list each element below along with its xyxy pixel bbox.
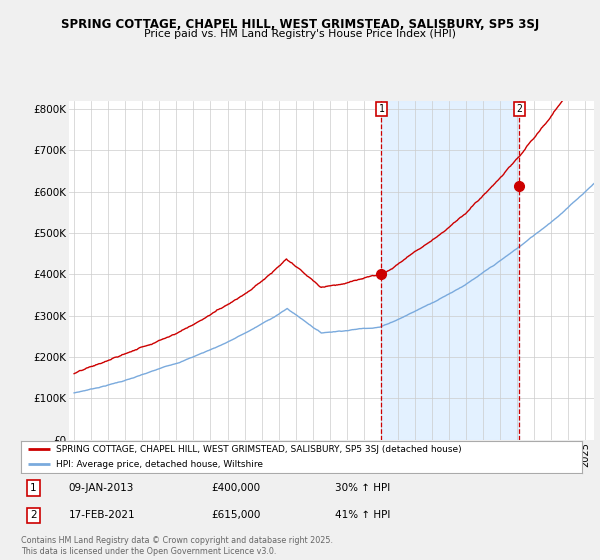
Text: 1: 1: [379, 104, 385, 114]
Text: 2: 2: [30, 511, 37, 520]
Text: 30% ↑ HPI: 30% ↑ HPI: [335, 483, 391, 493]
Bar: [382, 101, 520, 440]
Text: SPRING COTTAGE, CHAPEL HILL, WEST GRIMSTEAD, SALISBURY, SP5 3SJ (detached house): SPRING COTTAGE, CHAPEL HILL, WEST GRIMST…: [56, 445, 461, 454]
Text: 09-JAN-2013: 09-JAN-2013: [68, 483, 134, 493]
Text: 2: 2: [517, 104, 522, 114]
Text: 17-FEB-2021: 17-FEB-2021: [68, 511, 136, 520]
Text: Price paid vs. HM Land Registry's House Price Index (HPI): Price paid vs. HM Land Registry's House …: [144, 29, 456, 39]
Text: SPRING COTTAGE, CHAPEL HILL, WEST GRIMSTEAD, SALISBURY, SP5 3SJ: SPRING COTTAGE, CHAPEL HILL, WEST GRIMST…: [61, 18, 539, 31]
Text: Contains HM Land Registry data © Crown copyright and database right 2025.
This d: Contains HM Land Registry data © Crown c…: [21, 536, 333, 556]
Text: £400,000: £400,000: [212, 483, 261, 493]
Text: 1: 1: [30, 483, 37, 493]
Text: £615,000: £615,000: [212, 511, 261, 520]
Text: HPI: Average price, detached house, Wiltshire: HPI: Average price, detached house, Wilt…: [56, 460, 263, 469]
Text: 41% ↑ HPI: 41% ↑ HPI: [335, 511, 391, 520]
